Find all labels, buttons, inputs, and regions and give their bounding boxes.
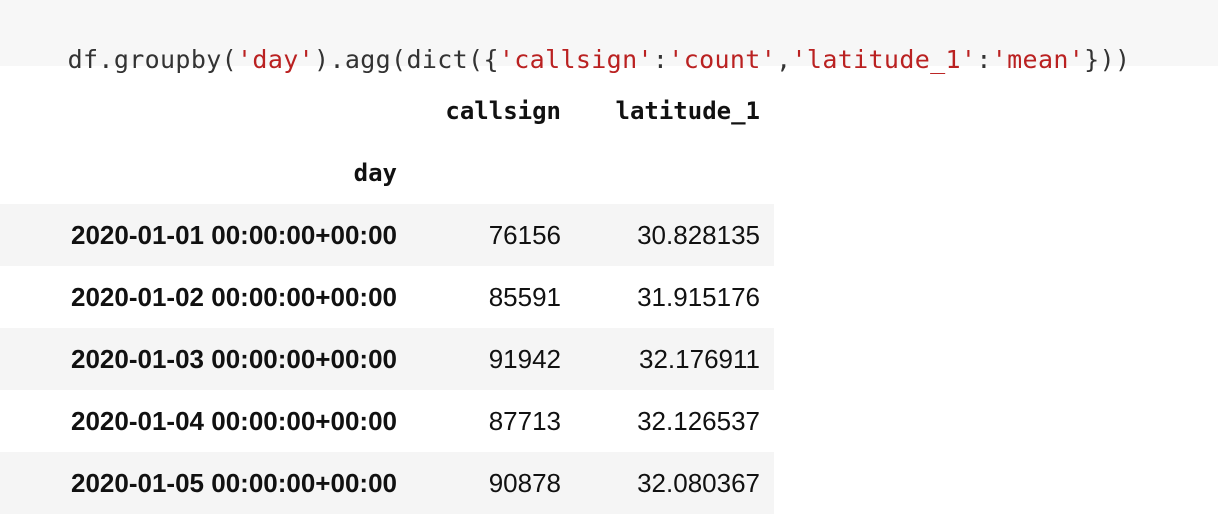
cell-callsign: 91942 — [488, 343, 561, 374]
code-token: 'mean' — [991, 45, 1085, 74]
cell-callsign: 76156 — [488, 219, 561, 250]
code-line: df.groupby('day').agg(dict({'callsign':'… — [6, 12, 1218, 108]
row-index: 2020-01-04 00:00:00+00:00 — [71, 405, 397, 436]
code-token: : — [976, 45, 992, 74]
column-header-callsign: callsign — [445, 97, 561, 125]
table-row: 2020-01-01 00:00:00+00:00 76156 30.82813… — [0, 204, 774, 266]
row-index: 2020-01-03 00:00:00+00:00 — [71, 343, 397, 374]
code-token: , — [776, 45, 792, 74]
index-header-row: day — [0, 142, 774, 204]
table-row: 2020-01-04 00:00:00+00:00 87713 32.12653… — [0, 390, 774, 452]
row-index: 2020-01-01 00:00:00+00:00 — [71, 219, 397, 250]
table-row: 2020-01-05 00:00:00+00:00 90878 32.08036… — [0, 452, 774, 514]
cell-callsign: 85591 — [488, 281, 561, 312]
code-token: ).agg(dict({ — [314, 45, 499, 74]
row-index: 2020-01-05 00:00:00+00:00 — [71, 467, 397, 498]
column-header-latitude: latitude_1 — [615, 97, 761, 125]
empty-header-cell — [575, 142, 774, 204]
cell-latitude: 32.080367 — [637, 467, 760, 498]
code-token: df.groupby( — [67, 45, 238, 74]
code-token: : — [652, 45, 669, 74]
code-token: })) — [1084, 45, 1131, 74]
column-header-row: callsign latitude_1 — [0, 80, 774, 142]
header-corner — [0, 80, 411, 142]
empty-header-cell — [411, 142, 575, 204]
cell-callsign: 87713 — [488, 405, 561, 436]
cell-latitude: 30.828135 — [637, 219, 760, 250]
code-token: 'callsign' — [498, 45, 653, 74]
code-token: 'latitude_1' — [791, 45, 977, 74]
table-row: 2020-01-03 00:00:00+00:00 91942 32.17691… — [0, 328, 774, 390]
cell-latitude: 32.126537 — [637, 405, 760, 436]
cell-output: callsign latitude_1 day 2020-01-01 00:00… — [0, 80, 774, 514]
code-token: 'day' — [237, 45, 315, 74]
cell-latitude: 32.176911 — [639, 343, 760, 374]
cell-callsign: 90878 — [488, 467, 561, 498]
dataframe-table: callsign latitude_1 day 2020-01-01 00:00… — [0, 80, 774, 514]
cell-latitude: 31.915176 — [637, 281, 760, 312]
code-token: 'count' — [668, 45, 777, 74]
row-index: 2020-01-02 00:00:00+00:00 — [71, 281, 397, 312]
table-row: 2020-01-02 00:00:00+00:00 85591 31.91517… — [0, 266, 774, 328]
index-name: day — [353, 159, 397, 187]
code-cell[interactable]: df.groupby('day').agg(dict({'callsign':'… — [0, 0, 1218, 74]
